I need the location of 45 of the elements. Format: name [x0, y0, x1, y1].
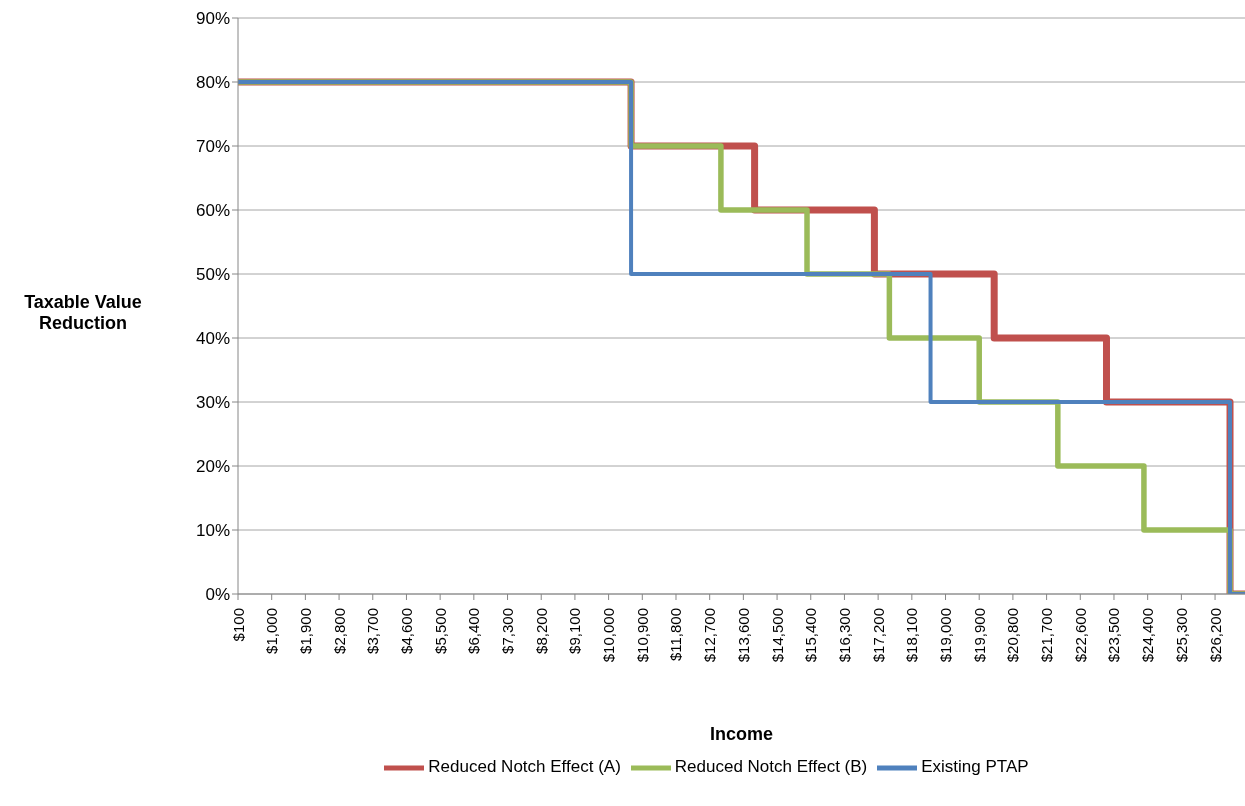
x-tick-label: $20,800 — [1004, 608, 1022, 663]
x-tick-label: $21,700 — [1038, 608, 1056, 663]
x-tick-label: $4,600 — [397, 608, 415, 654]
x-tick-label: $13,600 — [734, 608, 752, 663]
y-tick-label: 10% — [195, 521, 230, 541]
x-tick-label: $24,400 — [1139, 608, 1157, 663]
x-tick-label: $9,100 — [566, 608, 584, 654]
x-tick-label: $15,400 — [802, 608, 820, 663]
x-tick-label: $16,300 — [835, 608, 853, 663]
x-tick-label: $3,700 — [364, 608, 382, 654]
x-tick-label: $1,000 — [263, 608, 281, 654]
y-tick-label: 90% — [195, 9, 230, 29]
x-tick-label: $18,100 — [903, 608, 921, 663]
x-tick-label: $8,200 — [532, 608, 550, 654]
x-tick-label: $19,000 — [937, 608, 955, 663]
legend-label: Existing PTAP — [921, 757, 1029, 777]
y-tick-label: 60% — [195, 201, 230, 221]
x-tick-label: $10,900 — [633, 608, 651, 663]
x-tick-label: $6,400 — [465, 608, 483, 654]
x-tick-label: $7,300 — [499, 608, 517, 654]
x-tick-label: $1,900 — [296, 608, 314, 654]
y-axis-title: Taxable Value Reduction — [23, 292, 143, 334]
legend-label: Reduced Notch Effect (A) — [428, 757, 621, 777]
y-tick-label: 30% — [195, 393, 230, 413]
y-tick-label: 80% — [195, 73, 230, 93]
x-tick-label: $23,500 — [1105, 608, 1123, 663]
x-tick-label: $10,000 — [600, 608, 618, 663]
x-tick-label: $11,800 — [667, 608, 685, 662]
y-tick-label: 50% — [195, 265, 230, 285]
y-tick-label: 70% — [195, 137, 230, 157]
x-tick-label: $26,200 — [1206, 608, 1224, 663]
x-tick-label: $25,300 — [1172, 608, 1190, 663]
x-tick-label: $14,500 — [768, 608, 786, 663]
y-tick-label: 20% — [195, 457, 230, 477]
x-axis-title: Income — [709, 724, 774, 744]
x-tick-label: $2,800 — [330, 608, 348, 654]
x-tick-label: $12,700 — [701, 608, 719, 663]
x-tick-label: $19,900 — [970, 608, 988, 663]
x-tick-label: $17,200 — [869, 608, 887, 663]
x-tick-label: $100 — [229, 608, 247, 642]
x-tick-label: $22,600 — [1071, 608, 1089, 663]
y-tick-label: 0% — [205, 585, 230, 605]
y-tick-label: 40% — [195, 329, 230, 349]
legend-label: Reduced Notch Effect (B) — [674, 757, 868, 777]
x-tick-label: $5,500 — [431, 608, 449, 654]
